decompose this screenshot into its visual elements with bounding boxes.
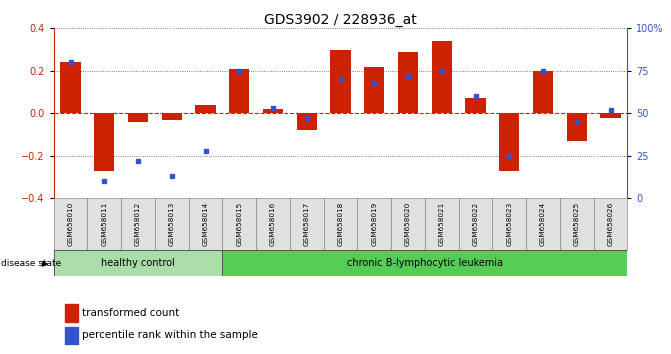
Bar xyxy=(601,113,621,118)
Text: ▶: ▶ xyxy=(42,259,48,268)
Bar xyxy=(222,250,627,276)
Text: GSM658012: GSM658012 xyxy=(135,202,141,246)
Text: chronic B-lymphocytic leukemia: chronic B-lymphocytic leukemia xyxy=(347,258,503,268)
Bar xyxy=(364,67,384,113)
Text: GSM658013: GSM658013 xyxy=(169,202,175,246)
Bar xyxy=(391,198,425,250)
Text: GSM658025: GSM658025 xyxy=(574,202,580,246)
Text: GSM658014: GSM658014 xyxy=(203,202,209,246)
Bar xyxy=(229,69,250,113)
Text: GSM658024: GSM658024 xyxy=(540,202,546,246)
Bar xyxy=(297,113,317,130)
Bar xyxy=(594,198,627,250)
Bar xyxy=(466,98,486,113)
Bar xyxy=(54,198,87,250)
Text: GSM658016: GSM658016 xyxy=(270,202,276,246)
Bar xyxy=(87,198,121,250)
Text: healthy control: healthy control xyxy=(101,258,175,268)
Bar xyxy=(560,198,594,250)
Bar xyxy=(60,62,81,113)
Bar xyxy=(162,113,182,120)
Bar xyxy=(499,113,519,171)
Bar xyxy=(263,109,283,113)
Bar xyxy=(566,113,587,141)
Text: GSM658021: GSM658021 xyxy=(439,202,445,246)
Text: GSM658018: GSM658018 xyxy=(338,202,344,246)
Bar xyxy=(323,198,358,250)
Bar xyxy=(425,198,459,250)
Text: GSM658011: GSM658011 xyxy=(101,202,107,246)
Title: GDS3902 / 228936_at: GDS3902 / 228936_at xyxy=(264,13,417,27)
Bar xyxy=(222,198,256,250)
Bar xyxy=(121,198,155,250)
Bar xyxy=(65,327,78,344)
Bar xyxy=(459,198,493,250)
Bar xyxy=(398,52,418,113)
Bar xyxy=(65,304,78,321)
Text: GSM658023: GSM658023 xyxy=(506,202,512,246)
Text: GSM658017: GSM658017 xyxy=(304,202,310,246)
Bar xyxy=(493,198,526,250)
Bar xyxy=(256,198,290,250)
Bar xyxy=(526,198,560,250)
Bar xyxy=(290,198,323,250)
Bar xyxy=(94,113,115,171)
Text: GSM658015: GSM658015 xyxy=(236,202,242,246)
Bar xyxy=(533,71,553,113)
Bar xyxy=(128,113,148,122)
Text: GSM658022: GSM658022 xyxy=(472,202,478,246)
Bar xyxy=(195,105,215,113)
Text: GSM658026: GSM658026 xyxy=(607,202,613,246)
Bar xyxy=(358,198,391,250)
Bar xyxy=(155,198,189,250)
Text: percentile rank within the sample: percentile rank within the sample xyxy=(83,330,258,341)
Text: disease state: disease state xyxy=(1,259,61,268)
Bar xyxy=(330,50,351,113)
Bar xyxy=(431,41,452,113)
Text: transformed count: transformed count xyxy=(83,308,180,318)
Bar xyxy=(189,198,222,250)
Text: GSM658019: GSM658019 xyxy=(371,202,377,246)
Text: GSM658020: GSM658020 xyxy=(405,202,411,246)
Bar xyxy=(54,250,222,276)
Text: GSM658010: GSM658010 xyxy=(68,202,74,246)
